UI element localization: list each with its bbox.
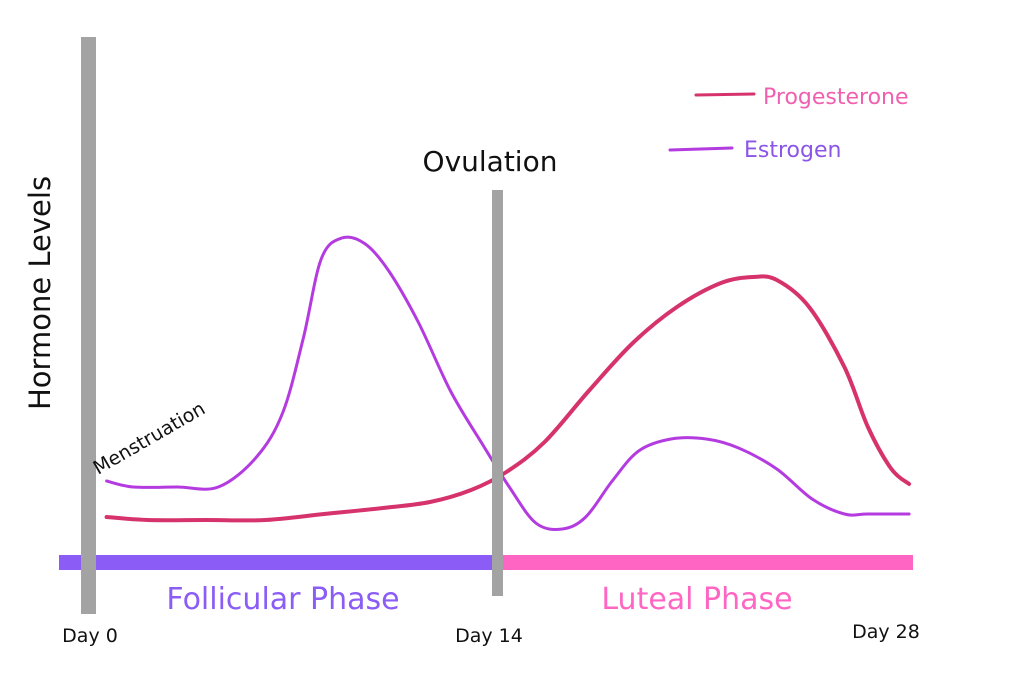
legend-swatch-estrogen [668, 146, 734, 152]
follicular-phase-label: Follicular Phase [166, 582, 399, 617]
ovulation-label: Ovulation [423, 145, 558, 178]
series-lines [104, 235, 912, 531]
estrogen-line [105, 235, 911, 531]
x-tick-label-day-14: Day 14 [455, 625, 523, 647]
luteal-phase-label: Luteal Phase [601, 582, 792, 617]
follicular-phase-bar [59, 555, 501, 570]
progesterone-line [104, 274, 912, 523]
legend-label-progesterone: Progesterone [763, 85, 909, 110]
menstruation-marker-bar [81, 37, 96, 614]
legend-swatch-progesterone [694, 92, 756, 97]
luteal-phase-bar [500, 555, 913, 570]
legend: Progesterone Estrogen [668, 85, 909, 163]
ovulation-marker-bar [492, 190, 503, 596]
legend-label-estrogen: Estrogen [744, 138, 841, 163]
y-axis-label: Hormone Levels [23, 176, 57, 410]
x-tick-label-day-0: Day 0 [62, 625, 118, 647]
x-tick-label-day-28: Day 28 [852, 621, 920, 643]
menstruation-label: Menstruation [90, 398, 210, 480]
phase-bars [59, 555, 913, 570]
